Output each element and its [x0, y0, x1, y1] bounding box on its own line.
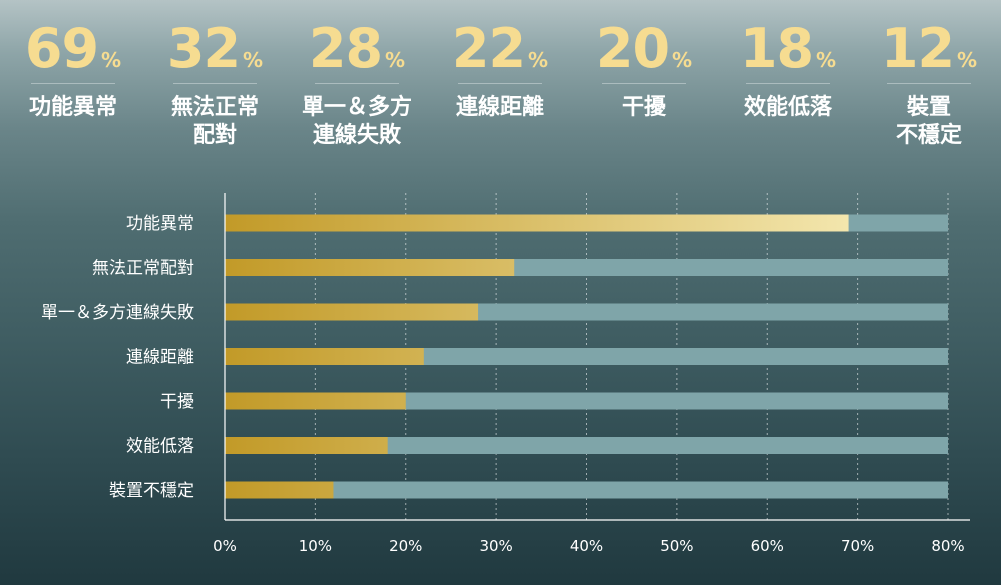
category-label: 單一＆多方連線失敗 — [41, 303, 194, 323]
category-label: 效能低落 — [126, 437, 194, 457]
bar-track — [225, 481, 948, 499]
stat-number: 22 — [451, 17, 526, 80]
stat-divider — [887, 83, 971, 84]
stat-card-connection-distance: 22% 連線距離 — [429, 18, 571, 122]
category-label: 干擾 — [160, 392, 194, 412]
category-label: 功能異常 — [126, 214, 194, 234]
stat-value: 69% — [25, 18, 121, 80]
bar-track — [225, 437, 948, 454]
stat-divider — [746, 83, 830, 84]
stat-value: 12% — [881, 18, 977, 80]
bar — [225, 348, 424, 365]
stat-number: 18 — [739, 17, 814, 80]
x-tick-label: 50% — [660, 537, 693, 555]
stat-value: 20% — [596, 18, 692, 80]
category-label: 無法正常配對 — [92, 259, 194, 279]
bar — [225, 259, 515, 276]
x-tick-label: 80% — [931, 537, 964, 555]
stat-label: 效能低落 — [743, 95, 832, 120]
x-tick-label: 60% — [751, 537, 784, 555]
stat-label: 單一＆多方 連線失敗 — [301, 95, 412, 148]
x-tick-label: 20% — [389, 537, 422, 555]
stat-value: 18% — [740, 18, 836, 80]
stat-number: 28 — [308, 17, 383, 80]
stat-card-low-performance: 18% 效能低落 — [717, 18, 859, 122]
bar — [225, 392, 406, 410]
stat-number: 12 — [880, 17, 955, 80]
x-tick-label: 30% — [479, 537, 512, 555]
stat-card-pairing-failure: 32% 無法正常 配對 — [144, 18, 286, 150]
stat-unit: % — [672, 48, 693, 72]
x-tick-label: 70% — [841, 537, 874, 555]
stat-unit: % — [101, 48, 122, 72]
stat-unit: % — [528, 48, 549, 72]
stat-divider — [173, 83, 257, 84]
stat-unit: % — [957, 48, 978, 72]
stat-number: 20 — [595, 17, 670, 80]
stat-label: 連線距離 — [455, 95, 544, 120]
stat-label: 裝置 不穩定 — [895, 95, 962, 148]
stat-value: 22% — [452, 18, 548, 80]
stat-unit: % — [816, 48, 837, 72]
stat-card-device-instability: 12% 裝置 不穩定 — [858, 18, 1000, 150]
stat-card-interference: 20% 干擾 — [573, 18, 715, 122]
x-tick-label: 40% — [570, 537, 603, 555]
stat-number: 32 — [166, 17, 241, 80]
category-label: 連線距離 — [126, 348, 194, 368]
stat-unit: % — [385, 48, 406, 72]
stat-number: 69 — [24, 17, 99, 80]
x-tick-label: 10% — [299, 537, 332, 555]
bar — [225, 481, 334, 499]
stat-label: 功能異常 — [28, 95, 117, 120]
bar — [225, 214, 849, 232]
bar — [225, 303, 479, 321]
stat-card-connection-failure: 28% 單一＆多方 連線失敗 — [286, 18, 428, 150]
stat-card-functional-failure: 69% 功能異常 — [2, 18, 144, 122]
stat-divider — [31, 83, 115, 84]
stat-divider — [458, 83, 542, 84]
stat-divider — [315, 83, 399, 84]
stat-value: 32% — [167, 18, 263, 80]
bar — [225, 437, 388, 454]
x-tick-label: 0% — [213, 537, 237, 555]
stat-unit: % — [243, 48, 264, 72]
stat-value: 28% — [309, 18, 405, 80]
category-label: 裝置不穩定 — [109, 481, 194, 501]
stat-divider — [602, 83, 686, 84]
stat-label: 干擾 — [621, 95, 666, 120]
stat-label: 無法正常 配對 — [170, 95, 259, 148]
